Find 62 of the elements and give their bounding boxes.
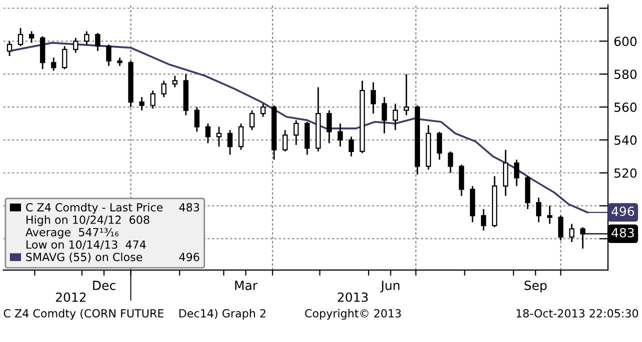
candlestick xyxy=(348,136,354,158)
candlestick xyxy=(436,131,442,160)
text: 483 xyxy=(612,228,634,238)
y-tick-label: 560 xyxy=(614,102,637,112)
y-tick-label: 600 xyxy=(614,36,637,46)
text: C Z4 Comdty (CORN FUTURE Dec14) Graph 2 xyxy=(4,308,266,320)
candlestick xyxy=(51,56,56,72)
candlestick xyxy=(503,149,508,197)
x-tick-label: Mar xyxy=(235,280,258,290)
candlestick xyxy=(382,96,387,134)
candlestick xyxy=(569,223,574,243)
legend-label: SMAVG (55) on Close xyxy=(26,252,142,262)
legend-label: C Z4 Comdty - Last Price xyxy=(26,202,163,214)
candlestick xyxy=(238,122,244,151)
candlestick xyxy=(227,129,233,156)
x2-tick-label: 2013 xyxy=(338,292,368,302)
candlestick xyxy=(404,73,409,116)
candlestick xyxy=(338,122,343,148)
candlestick xyxy=(106,44,112,67)
candlestick xyxy=(205,122,211,144)
annotation: Low on 10/14/13 474 xyxy=(26,240,146,250)
candlestick xyxy=(150,90,156,110)
candlestick xyxy=(282,129,288,152)
candlestick xyxy=(249,110,255,131)
candlestick xyxy=(458,164,464,197)
x-tick-label: Sep xyxy=(524,280,547,293)
y-tick-label: 540 xyxy=(614,135,637,145)
data-label: 496 xyxy=(612,206,634,216)
x-tick-label: Jun xyxy=(380,280,400,292)
candlestick xyxy=(558,214,564,242)
candlestick xyxy=(73,37,78,54)
text: 496 xyxy=(179,252,200,262)
candlestick xyxy=(294,120,299,146)
candlestick xyxy=(62,45,68,70)
candlestick xyxy=(172,75,178,88)
candlestick xyxy=(161,80,166,98)
candlestick xyxy=(84,30,90,46)
candlestick xyxy=(6,40,12,57)
candlestick xyxy=(28,30,34,44)
y-tick-label: 520 xyxy=(614,168,637,178)
candlestick xyxy=(547,205,552,225)
candlestick xyxy=(480,208,486,232)
candlestick xyxy=(18,27,24,47)
candlestick xyxy=(216,126,222,148)
text: 483 xyxy=(179,203,200,212)
candlestick xyxy=(95,32,100,52)
candlestick xyxy=(194,106,200,132)
text: Copyright© 2013 xyxy=(305,308,401,320)
candlestick xyxy=(514,159,520,187)
x2-tick-label: 2012 xyxy=(56,292,86,302)
y-tick-label: 580 xyxy=(614,70,637,80)
candlestick xyxy=(260,103,266,118)
candlestick xyxy=(139,96,144,112)
text: 18-Oct-2013 22:05:30 xyxy=(516,309,638,318)
candlestick xyxy=(370,82,376,114)
candlestick xyxy=(392,103,398,131)
x-tick-label: Dec xyxy=(93,280,116,290)
candlestick xyxy=(536,196,542,223)
annotation: Average 547¹³⁄₁₆ xyxy=(26,228,119,238)
annotation: High on 10/24/12 608 xyxy=(26,215,150,226)
candlestick xyxy=(448,150,454,174)
candlestick xyxy=(326,110,332,144)
